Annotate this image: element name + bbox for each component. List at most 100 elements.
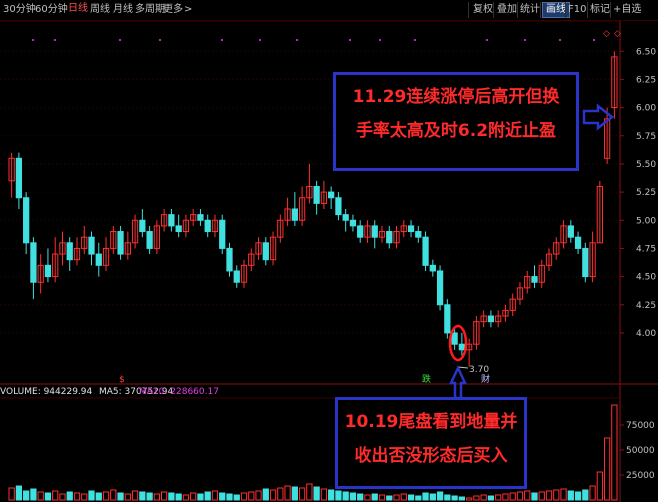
volume-bar: [603, 437, 611, 501]
period-60min[interactable]: 60分钟: [35, 4, 68, 15]
volume-bar: [204, 491, 211, 501]
candle-body: [255, 242, 262, 255]
volume-bar: [371, 493, 378, 501]
volume-bar: [23, 490, 30, 501]
price-tick-label: 6.00: [636, 104, 656, 114]
low-price-pointer: [457, 366, 469, 369]
candle-body: [407, 225, 415, 233]
volume-bar: [357, 493, 364, 501]
price-tick-label: 4.50: [636, 273, 656, 283]
period-multi[interactable]: 多周期: [135, 4, 165, 15]
overlay-button[interactable]: 叠加: [497, 4, 517, 15]
candle-body: [306, 185, 313, 199]
buy-arrow-icon: [449, 365, 467, 400]
volume-ma5: MA5: 370752.94: [99, 387, 174, 397]
candle-body: [393, 231, 400, 244]
draw-line-button[interactable]: 画线: [542, 2, 570, 18]
volume-bar: [574, 491, 582, 501]
volume-bar: [95, 492, 102, 501]
candle-body: [190, 214, 197, 221]
volume-bar: [582, 489, 589, 501]
volume-bar: [473, 495, 480, 501]
volume-bar: [415, 495, 422, 501]
candle-body: [400, 225, 407, 233]
candle-body: [8, 157, 15, 182]
stats-button[interactable]: 统计: [520, 4, 540, 15]
volume-bar: [277, 487, 284, 501]
candle-body: [102, 247, 110, 266]
period-more[interactable]: 更多: [163, 4, 183, 15]
candle-body: [233, 270, 240, 283]
toolbar-divider: [587, 2, 588, 18]
candle-body: [357, 225, 364, 238]
candle-body: [545, 253, 553, 266]
signal-dot: [486, 39, 488, 41]
volume-bar: [284, 485, 291, 501]
volume-bar: [110, 489, 117, 501]
sell-annotation-line1: 11.29连续涨停后高开但换: [352, 87, 560, 107]
period-30min[interactable]: 30分钟: [3, 4, 36, 15]
buy-annotation-line2: 收出否没形态后买入: [354, 446, 508, 466]
volume-bar: [182, 494, 190, 501]
volume-bar: [313, 486, 320, 501]
volume-bar: [233, 494, 240, 501]
candle-body: [574, 236, 582, 249]
volume-bar: [328, 489, 335, 501]
candle-body: [415, 231, 422, 238]
price-tick-label: 4.00: [636, 329, 656, 339]
f10-button[interactable]: F10: [568, 4, 587, 15]
candle-body: [538, 264, 545, 283]
period-daily[interactable]: 日线: [68, 3, 88, 14]
candle-body: [603, 118, 611, 159]
signal-dot: [32, 39, 34, 41]
volume-bar: [52, 490, 59, 501]
adjust-button[interactable]: 复权: [473, 4, 493, 15]
volume-bar: [298, 487, 306, 501]
candle-body: [451, 332, 458, 345]
add-watchlist-button[interactable]: +自选: [613, 4, 642, 15]
period-weekly[interactable]: 周线: [90, 4, 110, 15]
mark-button[interactable]: 标记: [590, 4, 610, 15]
volume-bar: [538, 491, 545, 501]
price-tick-label: 6.25: [636, 75, 656, 85]
signal-dot: [221, 39, 223, 41]
period-monthly[interactable]: 月线: [113, 4, 133, 15]
candle-body: [291, 208, 298, 221]
toolbar-divider: [540, 2, 541, 18]
candle-body: [131, 219, 139, 244]
candle-body: [611, 56, 618, 109]
price-tick-label: 6.50: [636, 47, 656, 57]
candle-body: [364, 225, 371, 238]
signal-dot: [159, 39, 161, 41]
volume-bar: [59, 493, 66, 501]
sell-annotation-line2: 手率太高及时6.2附近止盈: [355, 121, 557, 141]
candle-body: [313, 185, 320, 204]
volume-tick-label: 75000: [626, 421, 655, 431]
price-tick-label: 5.00: [636, 216, 656, 226]
volume-bar: [589, 485, 596, 501]
volume-bar: [386, 495, 393, 501]
candle-body: [553, 242, 560, 255]
candle-body: [66, 242, 73, 261]
volume-bar: [422, 492, 429, 501]
candle-body: [226, 247, 233, 272]
candle-body: [320, 191, 328, 204]
candlestick-chart[interactable]: 6.50 6.25 6.00 5.75 5.50 5.25 5.00 4.75 4.50 4.25…: [0, 20, 658, 502]
volume-bar: [320, 488, 328, 501]
candle-body: [182, 219, 190, 233]
candle-body: [204, 219, 211, 233]
chevron-right-icon[interactable]: >: [184, 4, 193, 15]
volume-bar: [466, 497, 473, 501]
low-price-label: 3.70: [469, 365, 489, 375]
volume-bar: [168, 492, 175, 501]
volume-series: [8, 404, 618, 501]
volume-bar: [545, 490, 553, 501]
sell-arrow-icon: [582, 103, 615, 131]
signal-dot: [349, 39, 351, 41]
volume-bar: [378, 494, 386, 501]
candle-body: [37, 264, 44, 283]
volume-bar: [255, 490, 262, 501]
candle-body: [168, 214, 175, 227]
volume-bar: [117, 492, 124, 501]
volume-bar: [553, 489, 560, 501]
